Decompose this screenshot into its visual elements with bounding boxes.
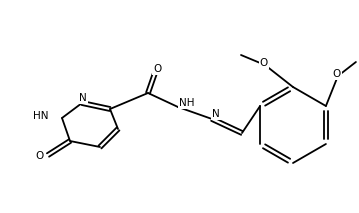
Text: NH: NH <box>179 98 195 108</box>
Text: O: O <box>36 151 44 161</box>
Text: HN: HN <box>33 111 49 121</box>
Text: O: O <box>153 64 161 74</box>
Text: O: O <box>333 69 341 79</box>
Text: N: N <box>79 93 87 103</box>
Text: N: N <box>212 109 220 119</box>
Text: O: O <box>260 58 268 68</box>
